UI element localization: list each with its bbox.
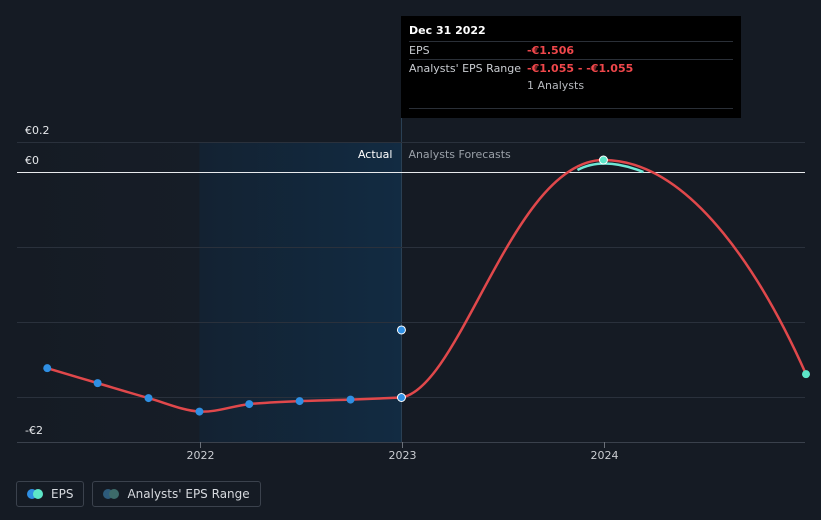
x-tick-label-2024: 2024 (591, 449, 619, 462)
eps-point-3 (195, 407, 204, 416)
eps-actual-line (46, 366, 402, 413)
tooltip-date: Dec 31 2022 (409, 24, 486, 37)
eps-point-4 (245, 400, 254, 409)
past-region (17, 142, 200, 442)
legend-range[interactable]: Analysts' EPS Range (92, 481, 261, 507)
legend: EPS Analysts' EPS Range (16, 481, 261, 509)
forecast-point-1 (802, 370, 810, 379)
tooltip-eps-row: EPS -€1.506 (409, 41, 733, 59)
tooltip-range-row: Analysts' EPS Range -€1.055 - -€1.055 (409, 59, 733, 77)
x-tick-label-2023: 2023 (389, 449, 417, 462)
tooltip-divider (409, 108, 733, 109)
forecast-label: Analysts Forecasts (408, 148, 511, 161)
legend-eps-label: EPS (51, 487, 74, 501)
legend-range-swatch (103, 489, 120, 499)
eps-point-5 (295, 397, 304, 406)
range-point-0 (396, 325, 406, 335)
eps-point-2 (144, 394, 153, 403)
forecast-peak-highlight (576, 162, 644, 174)
tooltip-analysts: 1 Analysts (527, 79, 585, 92)
eps-forecast-line (401, 158, 808, 399)
eps-point-6 (346, 395, 355, 404)
tooltip-eps-label: EPS (409, 44, 430, 57)
y-tick-label-0: €0.2 (25, 124, 50, 137)
eps-point-7 (396, 393, 406, 402)
tooltip: Dec 31 2022 EPS -€1.506 Analysts' EPS Ra… (401, 16, 741, 118)
y-tick-label-1: €0 (25, 154, 39, 167)
tooltip-range-value: -€1.055 - -€1.055 (527, 62, 634, 75)
actual-label: Actual (358, 148, 392, 161)
actual-region (199, 142, 402, 442)
legend-range-label: Analysts' EPS Range (127, 487, 250, 501)
x-tick-label-2022: 2022 (187, 449, 215, 462)
tooltip-analysts-row: 1 Analysts (409, 77, 733, 94)
forecast-point-0 (598, 155, 608, 165)
tooltip-eps-value: -€1.506 (527, 44, 575, 57)
legend-eps-swatch (27, 489, 43, 499)
legend-eps[interactable]: EPS (16, 481, 85, 507)
tooltip-range-label: Analysts' EPS Range (409, 62, 522, 75)
y-tick-label-2: -€2 (25, 424, 43, 437)
eps-point-1 (93, 379, 102, 388)
eps-point-0 (43, 364, 52, 373)
